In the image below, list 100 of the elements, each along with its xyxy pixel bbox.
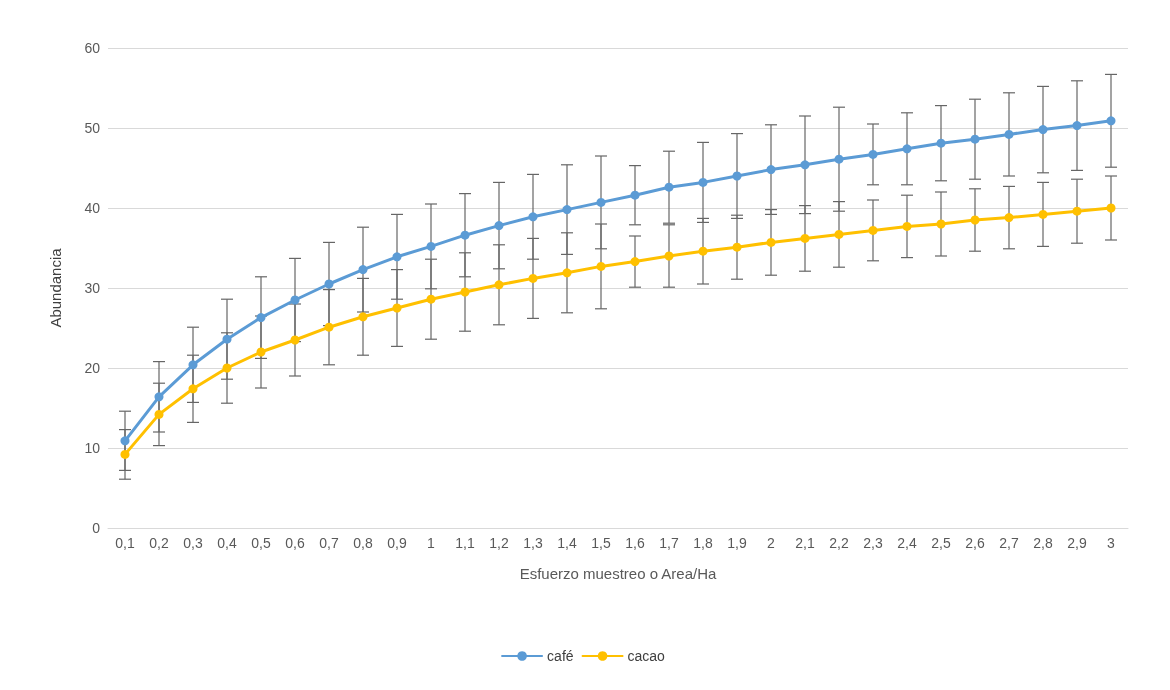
y-tick-label: 20 — [84, 360, 101, 376]
x-tick-label: 2,7 — [999, 535, 1019, 551]
point — [528, 273, 538, 283]
point — [868, 225, 878, 235]
x-tick-label: 1,8 — [693, 535, 713, 551]
point — [1038, 209, 1048, 219]
point — [392, 303, 402, 313]
point — [154, 409, 164, 419]
x-tick-label: 2,1 — [795, 535, 815, 551]
point — [358, 312, 368, 322]
point — [1106, 116, 1116, 126]
point — [222, 334, 232, 344]
x-tick-label: 1,6 — [625, 535, 645, 551]
x-tick-label: 1 — [427, 535, 436, 551]
point — [732, 171, 742, 181]
point — [358, 265, 368, 275]
x-tick-label: 0,2 — [149, 535, 169, 551]
x-tick-label: 0,6 — [285, 535, 305, 551]
point — [664, 182, 674, 192]
point — [154, 392, 164, 402]
point — [120, 436, 130, 446]
x-tick-label: 0,1 — [115, 535, 135, 551]
y-axis-title: Abundancia — [47, 247, 64, 328]
x-tick-label: 2,6 — [965, 535, 985, 551]
point — [1004, 213, 1014, 223]
point — [460, 287, 470, 297]
point — [970, 134, 980, 144]
x-tick-label: 0,3 — [183, 535, 203, 551]
point — [120, 449, 130, 459]
x-tick-label: 1,3 — [523, 535, 543, 551]
point — [188, 360, 198, 370]
point — [630, 190, 640, 200]
point — [902, 221, 912, 231]
x-tick-label: 2,9 — [1067, 535, 1087, 551]
x-tick-label: 2 — [767, 535, 776, 551]
point — [936, 219, 946, 229]
x-tick-label: 2,2 — [829, 535, 849, 551]
x-tick-label: 1,1 — [455, 535, 475, 551]
point — [494, 280, 504, 290]
point — [426, 294, 436, 304]
x-tick-label: 0,7 — [319, 535, 339, 551]
x-tick-label: 3 — [1107, 535, 1116, 551]
x-tick-label: 0,9 — [387, 535, 407, 551]
point — [766, 165, 776, 175]
x-tick-label: 0,5 — [251, 535, 271, 551]
point — [596, 261, 606, 271]
point — [290, 295, 300, 305]
point — [732, 242, 742, 252]
x-tick-label: 1,5 — [591, 535, 611, 551]
y-tick-label: 60 — [84, 40, 101, 56]
point — [970, 215, 980, 225]
point — [902, 144, 912, 154]
x-tick-label: 1,7 — [659, 535, 679, 551]
point — [834, 154, 844, 164]
x-tick-label: 2,3 — [863, 535, 883, 551]
point — [800, 233, 810, 243]
point — [562, 268, 572, 278]
point — [1072, 121, 1082, 131]
point — [868, 149, 878, 159]
point — [936, 138, 946, 148]
point — [1038, 125, 1048, 135]
point — [392, 252, 402, 262]
point — [834, 229, 844, 239]
point — [324, 322, 334, 332]
y-tick-label: 50 — [84, 120, 101, 136]
point — [596, 197, 606, 207]
point — [528, 212, 538, 222]
point — [630, 257, 640, 267]
x-tick-label: 1,2 — [489, 535, 509, 551]
x-tick-label: 2,8 — [1033, 535, 1053, 551]
point — [494, 221, 504, 231]
x-tick-label: 1,4 — [557, 535, 577, 551]
point — [222, 363, 232, 373]
point — [290, 335, 300, 345]
x-tick-label: 2,4 — [897, 535, 917, 551]
point — [698, 177, 708, 187]
point — [256, 347, 266, 357]
y-tick-label: 30 — [84, 280, 101, 296]
point — [1072, 206, 1082, 216]
point — [426, 241, 436, 251]
y-tick-label: 0 — [92, 520, 101, 536]
x-tick-label: 0,8 — [353, 535, 373, 551]
point — [256, 313, 266, 323]
x-tick-label: 0,4 — [217, 535, 237, 551]
x-axis-title: Esfuerzo muestreo o Area/Ha — [519, 565, 718, 582]
x-tick-label: 2,5 — [931, 535, 951, 551]
y-tick-label: 10 — [84, 440, 101, 456]
point — [324, 279, 334, 289]
point — [698, 246, 708, 256]
point — [1106, 203, 1116, 213]
point — [188, 384, 198, 394]
y-tick-label: 40 — [84, 200, 101, 216]
point — [766, 237, 776, 247]
point — [800, 160, 810, 170]
point — [460, 230, 470, 240]
point — [1004, 129, 1014, 139]
legend-label: café — [547, 648, 574, 664]
point — [664, 251, 674, 261]
legend-label: cacao — [627, 648, 666, 664]
point — [562, 205, 572, 215]
